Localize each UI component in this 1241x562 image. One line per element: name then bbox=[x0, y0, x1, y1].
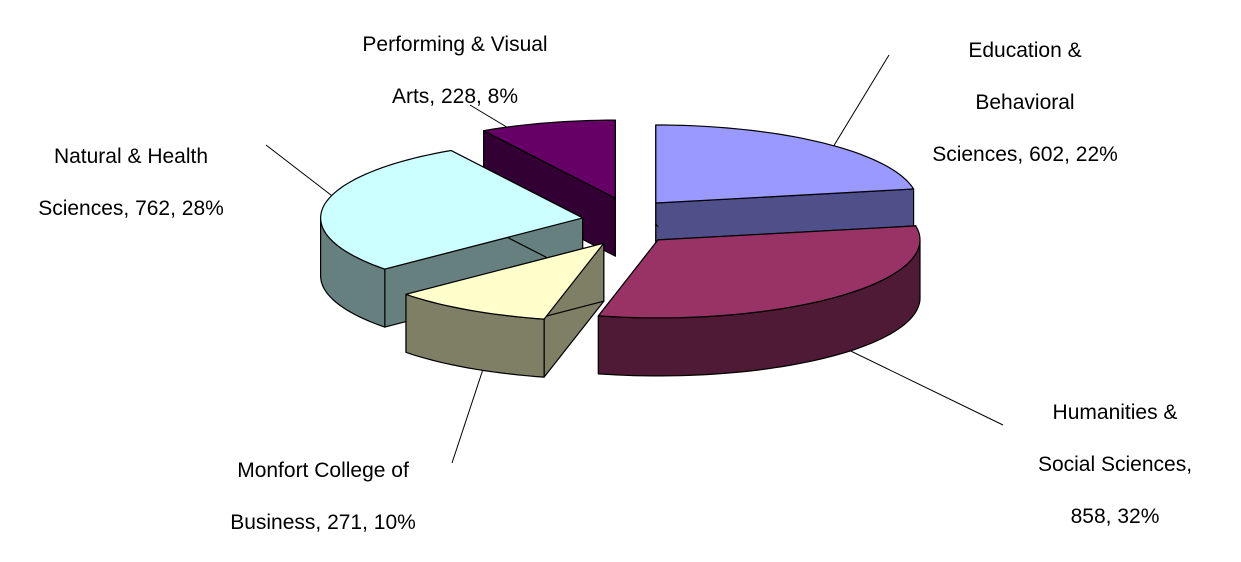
pie-chart: ` Education & Behavioral Sciences, 602, … bbox=[38, 33, 1192, 534]
slice-humanities bbox=[597, 225, 921, 377]
slice-top-business bbox=[405, 242, 605, 320]
label-arts: Performing & Visual Arts, 228, 8% bbox=[362, 33, 548, 108]
slice-top-humanities bbox=[597, 225, 921, 319]
label-education: Education & Behavioral Sciences, 602, 22… bbox=[932, 39, 1118, 166]
slice-top-natural bbox=[320, 149, 584, 270]
pie-chart-svg: ` bbox=[265, 54, 1004, 464]
label-humanities: Humanities & Social Sciences, 858, 32% bbox=[1037, 401, 1193, 528]
stray-mark: ` bbox=[654, 222, 660, 242]
leader-line-humanities bbox=[827, 339, 1004, 426]
slice-business bbox=[405, 242, 605, 378]
slice-natural bbox=[320, 149, 584, 328]
label-business: Monfort College of Business, 271, 10% bbox=[230, 459, 416, 534]
slice-top-education bbox=[655, 124, 915, 204]
label-natural: Natural & Health Sciences, 762, 28% bbox=[38, 145, 224, 220]
slice-top-arts bbox=[483, 119, 616, 199]
